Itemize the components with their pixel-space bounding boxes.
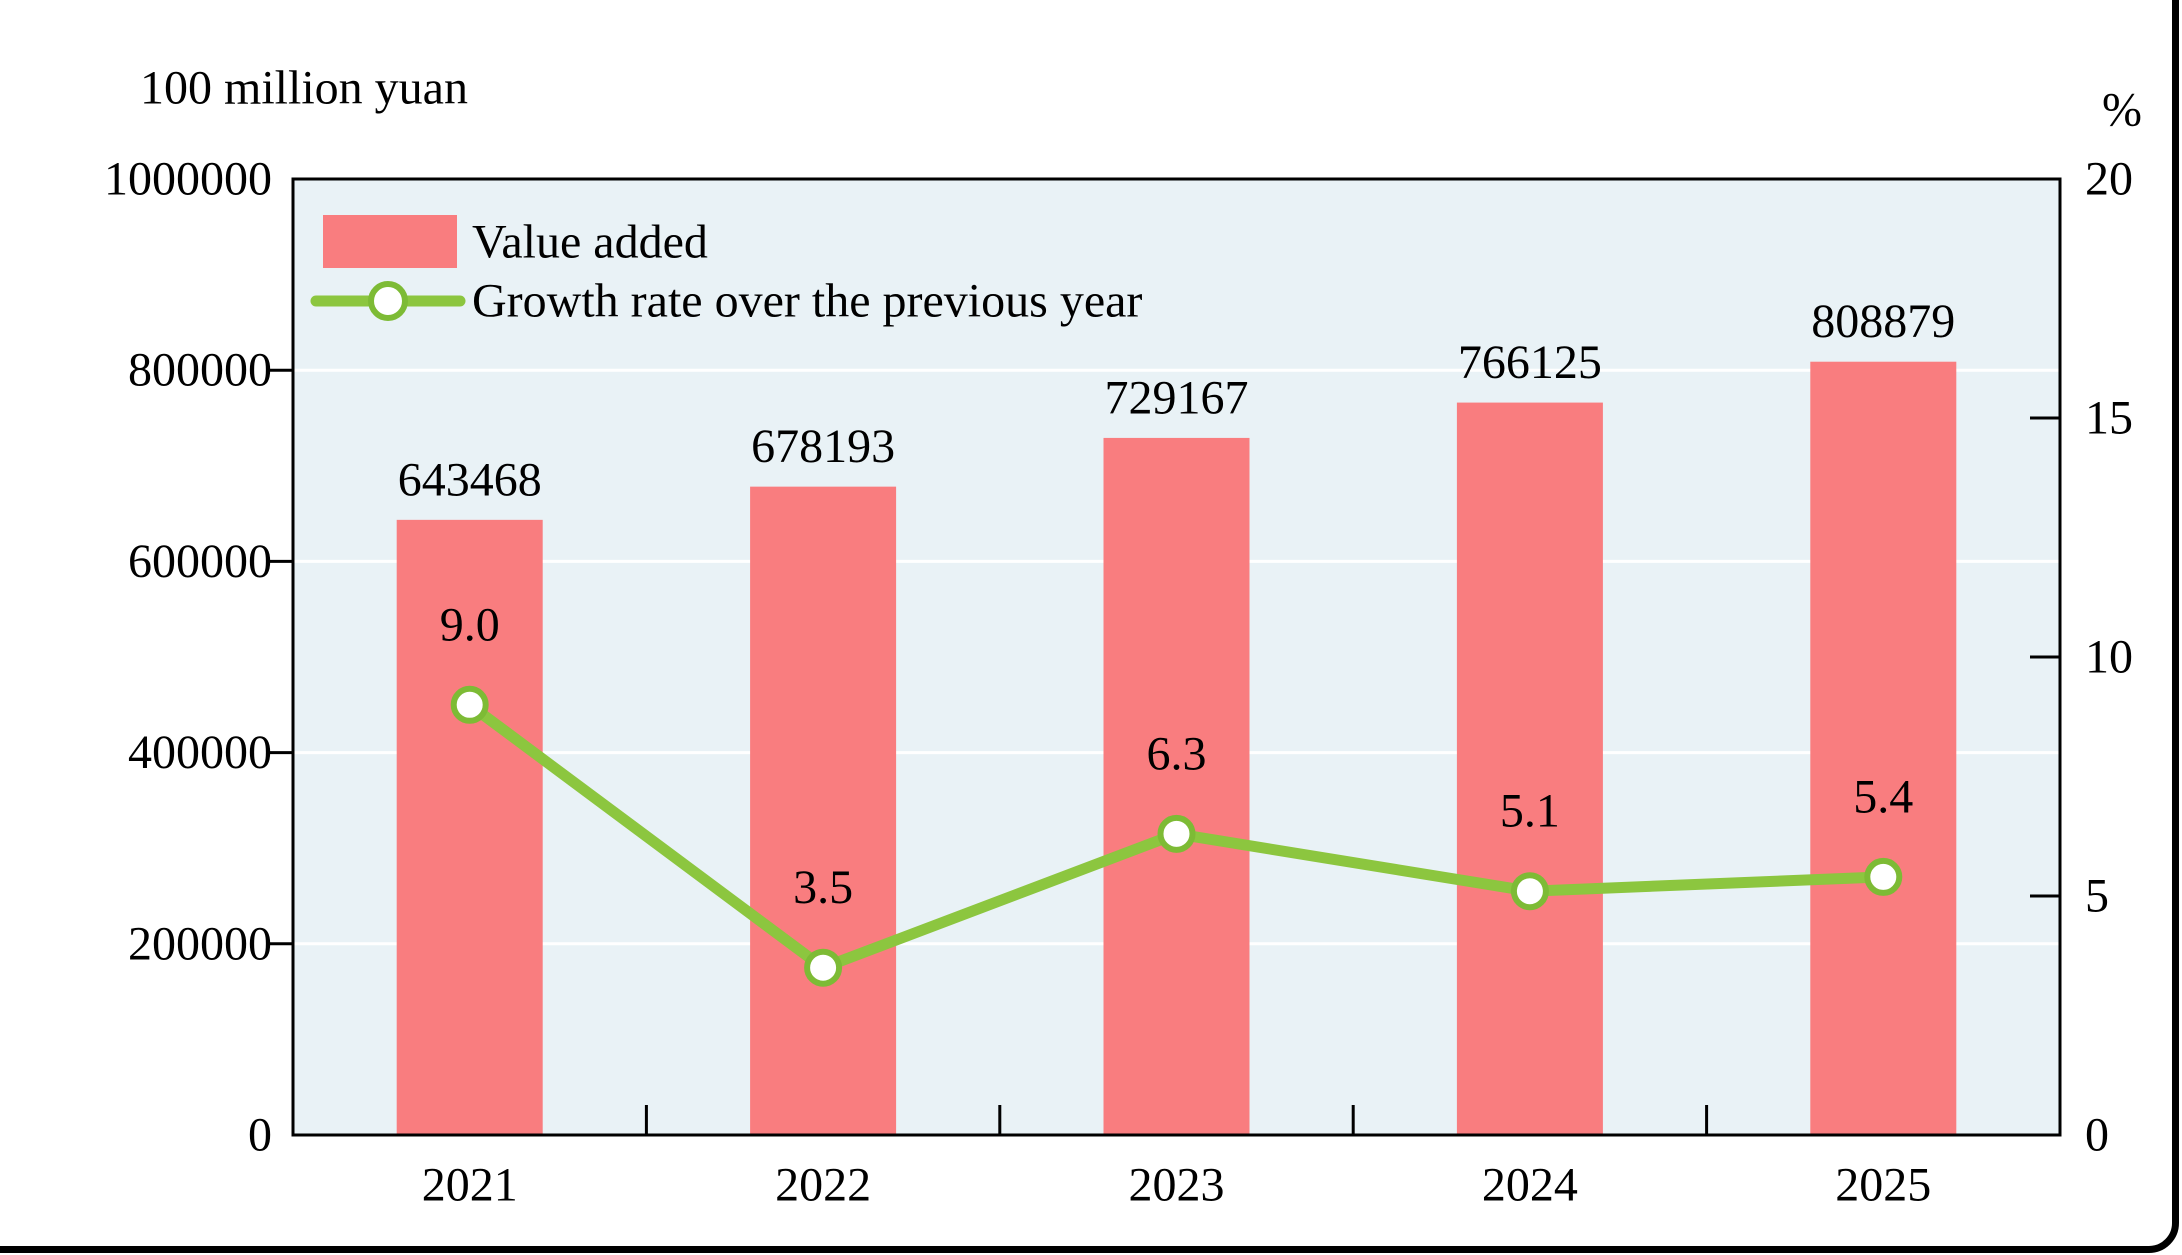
left-axis-tick-label: 400000 bbox=[128, 726, 272, 779]
bar-2023 bbox=[1103, 437, 1250, 1135]
right-axis-tick-label: 0 bbox=[2085, 1109, 2109, 1162]
growth-marker-2023 bbox=[1157, 814, 1196, 853]
bar-2024 bbox=[1456, 402, 1603, 1136]
left-axis-title: 100 million yuan bbox=[140, 62, 468, 115]
bar-2022 bbox=[750, 486, 897, 1136]
right-axis-tick-label: 10 bbox=[2085, 631, 2133, 684]
left-axis-tick-label: 0 bbox=[248, 1109, 272, 1162]
right-axis-title: % bbox=[2102, 84, 2142, 137]
growth-value-label: 5.4 bbox=[1853, 770, 1913, 823]
legend-bar-swatch bbox=[323, 215, 457, 268]
x-axis-label-2025: 2025 bbox=[1835, 1159, 1931, 1212]
growth-value-label: 6.3 bbox=[1147, 727, 1207, 780]
x-axis-label-2023: 2023 bbox=[1129, 1159, 1225, 1212]
left-axis-tick-label: 800000 bbox=[128, 344, 272, 397]
growth-marker-2024 bbox=[1510, 872, 1549, 911]
right-axis-tick-label: 5 bbox=[2085, 870, 2109, 923]
bar-value-label: 643468 bbox=[398, 453, 542, 506]
growth-value-label: 5.1 bbox=[1500, 785, 1560, 838]
bar-2025 bbox=[1810, 361, 1957, 1135]
growth-marker-2025 bbox=[1864, 857, 1903, 896]
bar-value-label: 678193 bbox=[751, 420, 895, 473]
right-axis-tick-label: 15 bbox=[2085, 392, 2133, 445]
bar-value-label: 808879 bbox=[1811, 295, 1955, 348]
legend-label-value-added: Value added bbox=[472, 216, 708, 269]
right-axis-tick-label: 20 bbox=[2085, 153, 2133, 206]
legend-line-marker bbox=[368, 281, 408, 321]
growth-value-label: 9.0 bbox=[440, 598, 500, 651]
growth-value-label: 3.5 bbox=[793, 861, 853, 914]
x-axis-label-2024: 2024 bbox=[1482, 1159, 1578, 1212]
bar-2021 bbox=[396, 519, 543, 1135]
growth-marker-2021 bbox=[450, 685, 489, 724]
left-axis-tick-label: 200000 bbox=[128, 917, 272, 970]
x-axis-label-2022: 2022 bbox=[775, 1159, 871, 1212]
legend-label-growth-rate: Growth rate over the previous year bbox=[472, 275, 1142, 328]
growth-marker-2022 bbox=[804, 948, 843, 987]
bar-value-label: 729167 bbox=[1105, 371, 1249, 424]
left-axis-tick-label: 1000000 bbox=[104, 153, 272, 206]
plot-border bbox=[291, 177, 2062, 1137]
bar-value-label: 766125 bbox=[1458, 336, 1602, 389]
x-axis-label-2021: 2021 bbox=[422, 1159, 518, 1212]
left-axis-tick-label: 600000 bbox=[128, 535, 272, 588]
